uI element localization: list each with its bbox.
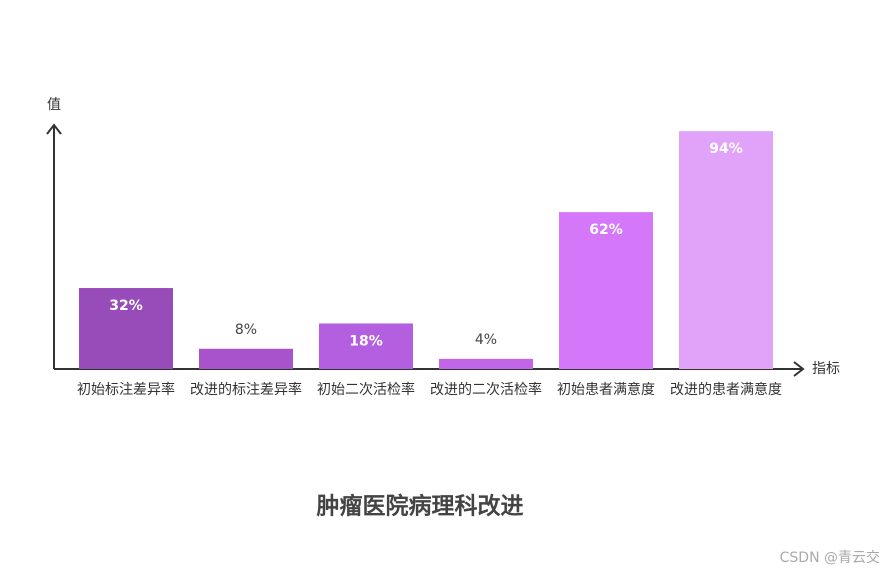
value-label: 62%: [589, 222, 623, 238]
x-tick-label: 改进的标注差异率: [190, 382, 302, 398]
bar: [439, 358, 533, 369]
value-label: 32%: [109, 298, 143, 314]
x-tick-label: 改进的二次活检率: [430, 382, 542, 398]
bar: [319, 323, 413, 369]
bar: [199, 348, 293, 369]
y-axis-arrow: [46, 123, 62, 135]
y-axis-label: 值: [47, 97, 61, 113]
x-axis-label: 指标: [812, 361, 840, 377]
value-label: 94%: [709, 141, 743, 157]
value-label: 4%: [475, 332, 497, 348]
bar: [79, 288, 173, 369]
x-tick-label: 初始二次活检率: [317, 382, 415, 398]
x-tick-label: 初始患者满意度: [557, 382, 655, 398]
watermark: CSDN @青云交: [780, 549, 880, 566]
bar: [679, 131, 773, 369]
x-tick-label: 改进的患者满意度: [670, 382, 782, 398]
bar: [559, 212, 653, 369]
x-tick-label: 初始标注差异率: [77, 382, 175, 398]
value-label: 18%: [349, 333, 383, 349]
chart-title: 肿瘤医院病理科改进: [317, 493, 524, 520]
x-axis-arrow: [793, 361, 805, 377]
value-label: 8%: [235, 322, 257, 338]
